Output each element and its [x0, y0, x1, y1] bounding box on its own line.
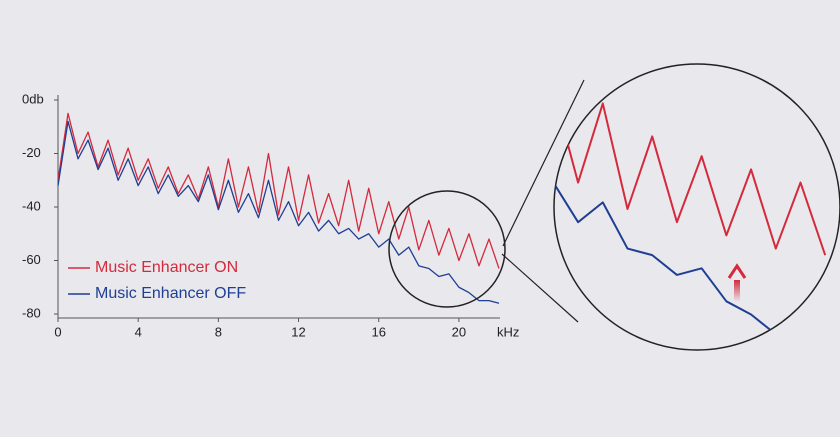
series-line: [57, 120, 500, 304]
legend-label: Music Enhancer ON: [95, 259, 238, 276]
x-tick-label: 20: [452, 324, 466, 339]
zoom-circle: [553, 63, 840, 351]
arrow-shaft: [734, 280, 740, 302]
zoom-source: [388, 190, 506, 308]
x-tick-label: 0: [54, 324, 61, 339]
zoom-connector: [501, 253, 579, 323]
zoom-view: [0, 0, 825, 341]
y-tick-label: -80: [22, 305, 41, 320]
x-tick-label: 16: [371, 324, 385, 339]
x-tick-label: 8: [215, 324, 222, 339]
y-tick-label: -60: [22, 252, 41, 267]
y-tick-label: -20: [22, 145, 41, 160]
y-tick-label: -40: [22, 198, 41, 213]
series-line: [57, 112, 500, 269]
zoom-connector: [502, 79, 585, 247]
x-axis-label: kHz: [497, 324, 519, 339]
x-tick-label: 4: [135, 324, 142, 339]
plot: [57, 112, 500, 304]
legend-label: Music Enhancer OFF: [95, 285, 246, 302]
x-tick-label: 12: [291, 324, 305, 339]
zoom-series-line: [0, 0, 825, 341]
y-tick-label: 0db: [22, 91, 44, 106]
zoom-series-line: [0, 0, 825, 255]
arrow-head: [727, 263, 747, 279]
